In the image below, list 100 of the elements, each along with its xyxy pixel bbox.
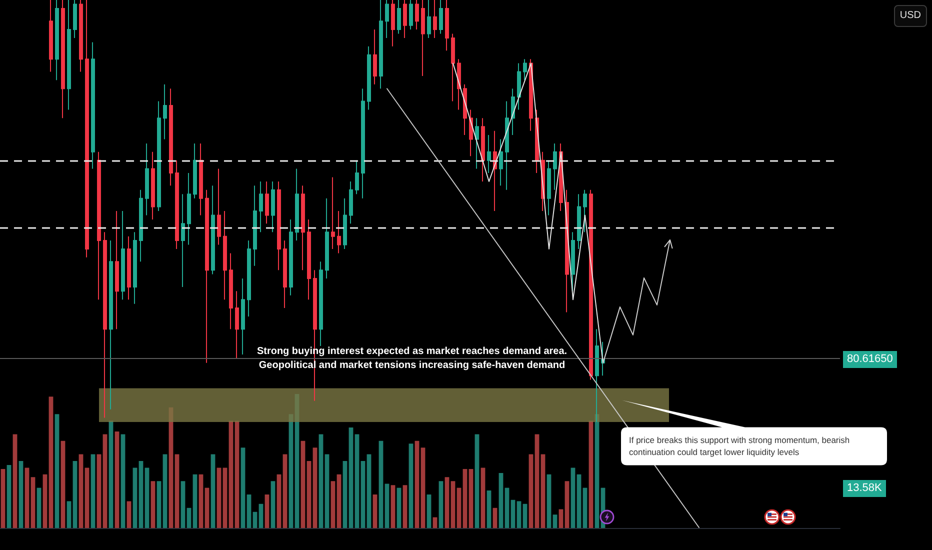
bar [372, 494, 378, 528]
candlestick [403, 0, 407, 38]
bar [204, 488, 210, 528]
bar [252, 512, 258, 528]
bar [90, 454, 96, 528]
candlestick [109, 240, 113, 410]
candlestick [157, 100, 161, 212]
bar [54, 414, 60, 528]
bar [18, 461, 24, 528]
bar [474, 434, 480, 528]
bar [456, 488, 462, 528]
candlestick [445, 0, 449, 52]
candlestick [397, 0, 401, 34]
bar [552, 514, 558, 528]
candlestick [553, 142, 557, 190]
bar [426, 494, 432, 528]
bar [564, 481, 570, 528]
bar [234, 420, 240, 528]
bar [192, 474, 198, 528]
candlestick [271, 180, 275, 233]
bar [78, 454, 84, 528]
bar [42, 474, 48, 528]
bar [576, 474, 582, 528]
candlestick [229, 252, 233, 330]
text: USD [894, 5, 927, 27]
bar [156, 481, 162, 528]
candlestick [139, 189, 143, 262]
candlestick [217, 168, 221, 246]
bar [516, 501, 522, 528]
candlestick [361, 88, 365, 199]
bar [414, 440, 420, 528]
candlestick [499, 138, 503, 186]
candlestick [295, 168, 299, 242]
bar [360, 461, 366, 528]
candlestick [343, 198, 347, 250]
candlestick [61, 0, 65, 119]
bar [558, 509, 564, 528]
candlestick [121, 210, 125, 300]
bar [72, 461, 78, 528]
candlestick [301, 185, 305, 271]
bar [144, 468, 150, 528]
bar [60, 440, 66, 528]
candlestick [223, 210, 227, 300]
candlestick [457, 58, 461, 110]
candlestick [235, 290, 239, 360]
candlestick [115, 210, 119, 330]
bar [114, 432, 120, 528]
bar [300, 440, 306, 528]
candlestick [529, 58, 533, 132]
bar [174, 454, 180, 528]
candlestick [547, 160, 551, 216]
bar [126, 501, 132, 528]
bar [198, 474, 204, 528]
candlestick [67, 0, 71, 110]
bar [402, 485, 408, 528]
candlestick [331, 176, 335, 250]
bar [546, 474, 552, 528]
candlestick [253, 185, 257, 266]
candlestick [103, 232, 107, 418]
bar [354, 434, 360, 528]
bar [570, 468, 576, 528]
candlestick [367, 46, 371, 110]
candlestick [523, 58, 527, 81]
candlestick [247, 240, 251, 317]
candlestick [193, 142, 197, 199]
candlestick [289, 218, 293, 296]
candlestick [49, 0, 53, 72]
candlestick [55, 0, 59, 81]
candlestick [337, 210, 341, 254]
bar [258, 504, 264, 528]
candlestick [415, 0, 419, 30]
candlestick [199, 142, 203, 216]
bar [102, 434, 108, 528]
bar [162, 454, 168, 528]
candlestick [517, 62, 521, 110]
bar [48, 396, 54, 528]
bar [534, 434, 540, 528]
bar [336, 474, 342, 528]
bar [498, 473, 504, 528]
bar [240, 448, 246, 528]
bar [348, 428, 354, 528]
bar [366, 454, 372, 528]
bar [504, 488, 510, 528]
bar [228, 420, 234, 528]
candlestick [283, 240, 287, 309]
candlestick [373, 29, 377, 85]
candlestick [409, 0, 413, 30]
bar [138, 461, 144, 528]
candlestick [577, 194, 581, 250]
bar [420, 448, 426, 528]
bar [318, 434, 324, 528]
candlestick [583, 189, 587, 233]
bar [24, 468, 30, 528]
text: 13.58K [843, 480, 886, 497]
bar [306, 461, 312, 528]
candlestick [481, 118, 485, 182]
bar [270, 481, 276, 528]
bar [96, 454, 102, 528]
bar [312, 448, 318, 528]
candlestick [133, 232, 137, 304]
